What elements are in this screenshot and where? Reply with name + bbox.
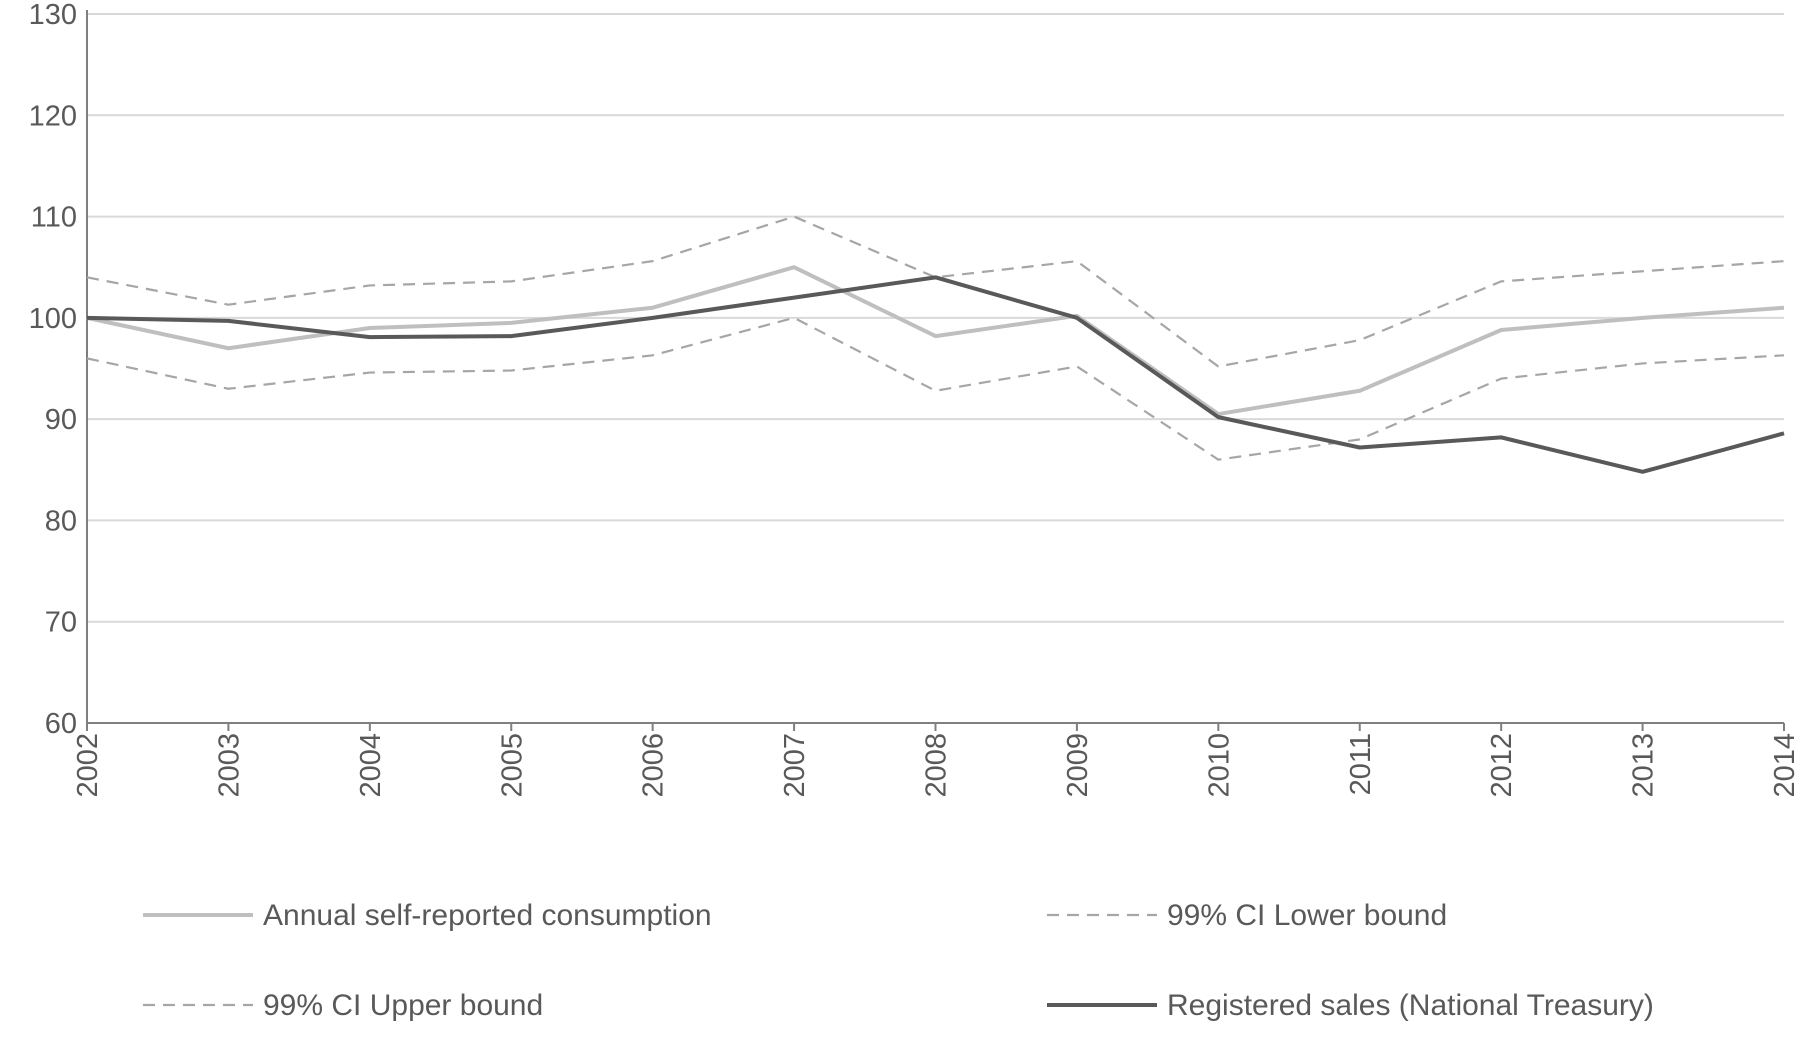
y-tick-label: 110: [31, 202, 77, 234]
y-tick-label: 90: [45, 404, 77, 436]
series-lines: [86, 215, 1785, 474]
x-tick-label: 2010: [1203, 733, 1235, 798]
y-tick-label: 60: [45, 708, 77, 740]
gridlines: [87, 13, 1784, 623]
x-tick-label: 2011: [1345, 733, 1377, 795]
x-tick-label: 2002: [72, 733, 104, 798]
x-tick-label: 2008: [921, 733, 953, 798]
y-tick-label: 130: [29, 0, 77, 31]
series-line-2: [86, 215, 1785, 368]
x-tick-label: 2005: [496, 733, 528, 798]
x-tick-label: 2003: [213, 733, 245, 798]
series-line-0: [86, 265, 1785, 417]
legend-label-0: Annual self-reported consumption: [263, 899, 712, 932]
legend: Annual self-reported consumption 99% CI L…: [143, 899, 1654, 1022]
axes: 60 70 80 90 100 110 120 130 2002 2003 2004 2005 2006…: [29, 0, 1800, 798]
series-line-3: [86, 275, 1785, 474]
x-tick-label: 2012: [1486, 733, 1518, 798]
legend-label-3: Registered sales (National Treasury): [1167, 989, 1654, 1022]
x-tick-label: 2009: [1062, 733, 1094, 798]
x-tick-label: 2004: [355, 733, 387, 798]
y-tick-label: 100: [29, 303, 77, 335]
series-line-1: [86, 316, 1785, 461]
y-tick-label: 120: [29, 100, 77, 132]
legend-label-2: 99% CI Upper bound: [263, 989, 543, 1022]
x-tick-label: 2007: [779, 733, 811, 798]
y-tick-label: 70: [45, 607, 77, 639]
x-tick-label: 2006: [638, 733, 670, 798]
legend-label-1: 99% CI Lower bound: [1167, 899, 1447, 932]
y-tick-label: 80: [45, 505, 77, 537]
x-tick-label: 2013: [1628, 733, 1660, 798]
x-tick-label: 2014: [1769, 733, 1800, 798]
